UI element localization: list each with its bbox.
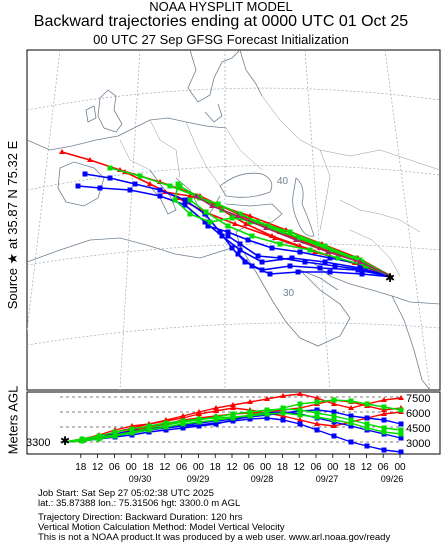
trajectory-title: Backward trajectories ending at 0000 UTC… xyxy=(33,13,409,30)
hour-label: 12 xyxy=(226,462,238,473)
hour-label: 00 xyxy=(394,462,406,473)
vertical-motion-method: Vertical Motion Calculation Method: Mode… xyxy=(38,522,285,533)
hour-label: 06 xyxy=(243,462,255,473)
coastlines xyxy=(27,50,440,390)
hour-label: 06 xyxy=(109,462,121,473)
graticule xyxy=(27,50,440,390)
hour-label: 12 xyxy=(92,462,104,473)
date-label: 09/30 xyxy=(129,474,152,484)
model-title: NOAA HYSPLIT MODEL xyxy=(149,0,293,14)
height-tick-label: 6000 xyxy=(406,408,430,420)
lat-label-40: 40 xyxy=(277,176,289,187)
height-start-label: 3300 xyxy=(26,437,50,449)
hour-label: 00 xyxy=(327,462,339,473)
hour-label: 12 xyxy=(159,462,171,473)
hour-label: 06 xyxy=(176,462,188,473)
hour-label: 00 xyxy=(193,462,205,473)
map-trajectory-14 xyxy=(193,193,394,278)
height-gridlines xyxy=(60,396,400,443)
hour-label: 12 xyxy=(361,462,373,473)
date-label: 09/27 xyxy=(316,474,339,484)
source-location: lat.: 35.87388 lon.: 75.31506 hgt: 3300.… xyxy=(38,498,241,509)
height-source-star-icon: ✱ xyxy=(60,434,70,448)
trajectory-layer xyxy=(59,149,394,278)
job-start: Job Start: Sat Sep 27 05:02:38 UTC 2025 xyxy=(38,488,214,499)
date-label: 09/26 xyxy=(381,474,404,484)
date-label: 09/28 xyxy=(251,474,274,484)
height-right-ticks: 7500 6000 4500 3000 xyxy=(406,393,430,450)
disclaimer: This is not a NOAA product.It was produc… xyxy=(38,532,391,543)
forecast-subtitle: 00 UTC 27 Sep GFSG Forecast Initializati… xyxy=(93,32,349,47)
map-trajectory-7 xyxy=(235,251,394,278)
height-tick-label: 3000 xyxy=(406,438,430,450)
map-base xyxy=(27,50,440,390)
hour-label: 18 xyxy=(344,462,356,473)
source-star-icon: ✱ xyxy=(385,271,395,285)
hour-label: 00 xyxy=(126,462,138,473)
lat-label-30: 30 xyxy=(283,288,295,299)
hour-label: 18 xyxy=(277,462,289,473)
hour-label: 18 xyxy=(142,462,154,473)
trajectory-direction: Trajectory Direction: Backward Duration:… xyxy=(38,512,243,523)
time-axis: 18 12 06 00 18 12 06 00 18 12 06 00 18 12 06 00 18 12 06 00… xyxy=(75,454,406,484)
hour-label: 00 xyxy=(260,462,272,473)
height-tick-label: 4500 xyxy=(406,423,430,435)
hour-label: 06 xyxy=(310,462,322,473)
hour-label: 18 xyxy=(75,462,87,473)
hour-label: 18 xyxy=(210,462,222,473)
hour-label: 06 xyxy=(378,462,390,473)
date-label: 09/29 xyxy=(187,474,210,484)
height-trajectory-9 xyxy=(64,397,404,444)
map-trajectory-9 xyxy=(225,233,394,278)
height-tick-label: 7500 xyxy=(406,393,430,405)
map-trajectory-13 xyxy=(187,197,394,278)
height-trajectory-layer xyxy=(64,392,404,454)
hour-label: 12 xyxy=(294,462,306,473)
